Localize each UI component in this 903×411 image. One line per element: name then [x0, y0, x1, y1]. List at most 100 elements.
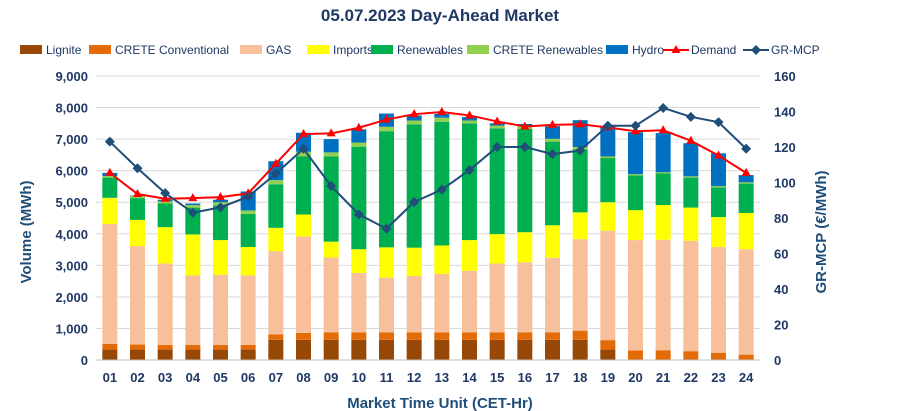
gr-mcp-line	[109, 106, 747, 230]
lines-layer	[104, 102, 752, 234]
bar-crete-renewables	[711, 186, 726, 188]
bar-crete-conventional	[213, 344, 228, 350]
demand-point	[216, 192, 225, 201]
demand-point	[465, 110, 474, 119]
bar-gas	[130, 246, 145, 345]
y2-tick-label: 100	[774, 176, 796, 191]
demand-point	[658, 125, 668, 134]
bar-lignite	[323, 339, 339, 360]
x-tick-label: 17	[545, 370, 559, 385]
bar-renewables	[545, 141, 560, 226]
gr-mcp-point	[630, 120, 641, 131]
bar-crete-conventional	[462, 332, 477, 340]
demand-point	[437, 106, 447, 115]
legend-label: Hydro	[632, 43, 664, 57]
chart-title: 05.07.2023 Day-Ahead Market	[321, 6, 559, 25]
bar-renewables	[157, 203, 173, 228]
bar-lignite	[185, 349, 201, 360]
gr-mcp-point	[381, 223, 392, 234]
bar-crete-renewables	[434, 117, 450, 122]
legend-item-renewables: Renewables	[371, 43, 463, 57]
bar-crete-renewables	[738, 182, 754, 184]
bar-hydro	[711, 153, 726, 187]
bar-imports	[711, 217, 726, 248]
bar-imports	[655, 205, 671, 240]
bar-hydro	[683, 143, 699, 177]
bar-lignite	[157, 349, 173, 360]
legend-swatch	[20, 45, 42, 54]
y2-tick-label: 20	[774, 318, 788, 333]
legend-label: Lignite	[46, 43, 82, 57]
x-tick-label: 05	[213, 370, 227, 385]
demand-line	[109, 110, 747, 200]
bar-imports	[738, 212, 754, 250]
legend-marker	[671, 45, 681, 53]
bar-crete-conventional	[517, 332, 533, 340]
bar-hydro	[185, 203, 201, 206]
bar-gas	[545, 257, 560, 333]
demand-point	[409, 109, 419, 118]
y2-tick-label: 60	[774, 247, 788, 262]
y2-tick-label: 80	[774, 211, 788, 226]
bar-gas	[240, 275, 256, 345]
x-tick-label: 19	[601, 370, 615, 385]
demand-point	[299, 129, 308, 138]
bar-crete-conventional	[406, 332, 422, 340]
demand-point	[548, 119, 557, 128]
x-tick-label: 09	[324, 370, 338, 385]
legend-swatch	[307, 45, 329, 54]
bar-renewables	[517, 129, 533, 233]
bar-crete-renewables	[296, 151, 311, 157]
bar-crete-renewables	[655, 172, 671, 174]
bar-gas	[683, 240, 699, 352]
bar-hydro	[738, 175, 754, 183]
bar-renewables	[600, 158, 616, 203]
x-tick-label: 12	[407, 370, 421, 385]
x-tick-label: 01	[103, 370, 117, 385]
demand-point	[492, 116, 502, 125]
bar-imports	[157, 227, 173, 264]
bar-crete-renewables	[489, 125, 505, 129]
bar-lignite	[240, 349, 256, 360]
bar-lignite	[213, 349, 228, 360]
bar-lignite	[296, 339, 311, 360]
bar-lignite	[130, 349, 145, 360]
bar-hydro	[406, 115, 422, 121]
x-tick-label: 03	[158, 370, 172, 385]
bar-renewables	[379, 131, 394, 248]
legend-label: Demand	[691, 43, 736, 57]
x-tick-label: 04	[186, 370, 201, 385]
bar-crete-conventional	[379, 332, 394, 340]
gr-mcp-point	[270, 168, 281, 179]
bar-imports	[489, 234, 505, 264]
demand-point	[575, 119, 585, 128]
bar-renewables	[323, 156, 339, 242]
bar-renewables	[628, 175, 643, 211]
bar-hydro	[434, 113, 450, 118]
bar-gas	[434, 273, 450, 333]
bar-hydro	[462, 117, 477, 121]
bar-renewables	[240, 213, 256, 248]
bar-renewables	[185, 207, 201, 235]
y2-tick-label: 40	[774, 282, 788, 297]
bar-crete-conventional	[711, 352, 726, 360]
bar-crete-renewables	[545, 138, 560, 142]
bar-imports	[683, 207, 699, 241]
demand-point	[326, 128, 336, 137]
bar-gas	[600, 230, 616, 341]
x-tick-label: 16	[518, 370, 532, 385]
bar-gas	[157, 263, 173, 345]
gr-mcp-point	[713, 117, 724, 128]
legend-label: GR-MCP	[771, 43, 820, 57]
x-tick-label: 18	[573, 370, 587, 385]
bar-lignite	[406, 339, 422, 360]
bar-imports	[434, 245, 450, 274]
bar-imports	[130, 219, 145, 247]
demand-point	[382, 114, 391, 123]
bar-hydro	[600, 125, 616, 157]
bar-imports	[296, 214, 311, 237]
bar-crete-renewables	[351, 142, 367, 147]
bar-gas	[711, 247, 726, 353]
bar-crete-conventional	[655, 350, 671, 360]
bar-crete-conventional	[572, 330, 588, 340]
